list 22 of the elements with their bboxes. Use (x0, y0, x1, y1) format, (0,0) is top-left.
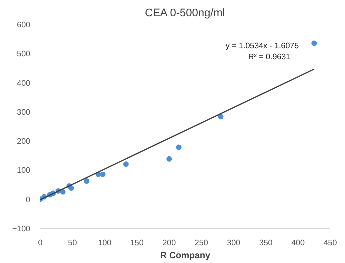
y-tick-label: 0 (26, 195, 32, 204)
y-tick-label: 600 (17, 20, 32, 30)
y-tick-label: 400 (17, 78, 32, 88)
y-tick-label: 100 (17, 166, 32, 176)
x-tick-label: 400 (292, 238, 306, 248)
y-tick-label: 500 (17, 50, 32, 59)
y-tick-label: −100 (12, 224, 32, 234)
x-tick-label: 50 (68, 238, 78, 248)
y-tick-label: 200 (17, 137, 32, 146)
annotation: R² = 0.9631 (248, 52, 292, 62)
x-tick-label: 450 (324, 238, 338, 248)
x-tick-label: 300 (227, 238, 242, 248)
x-tick-label: 150 (130, 238, 144, 248)
annotation: y = 1.0534x - 1.6075 (226, 42, 300, 50)
x-tick-label: 350 (259, 238, 274, 248)
y-tick-label: 300 (17, 108, 32, 117)
chart-title: CEA 0-500ng/ml (145, 8, 226, 20)
x-tick-label: 0 (38, 238, 44, 248)
x-axis-title: R Company (160, 250, 211, 260)
x-tick-label: 250 (194, 238, 209, 248)
x-tick-label: 100 (98, 238, 112, 248)
x-tick-label: 200 (162, 238, 177, 248)
